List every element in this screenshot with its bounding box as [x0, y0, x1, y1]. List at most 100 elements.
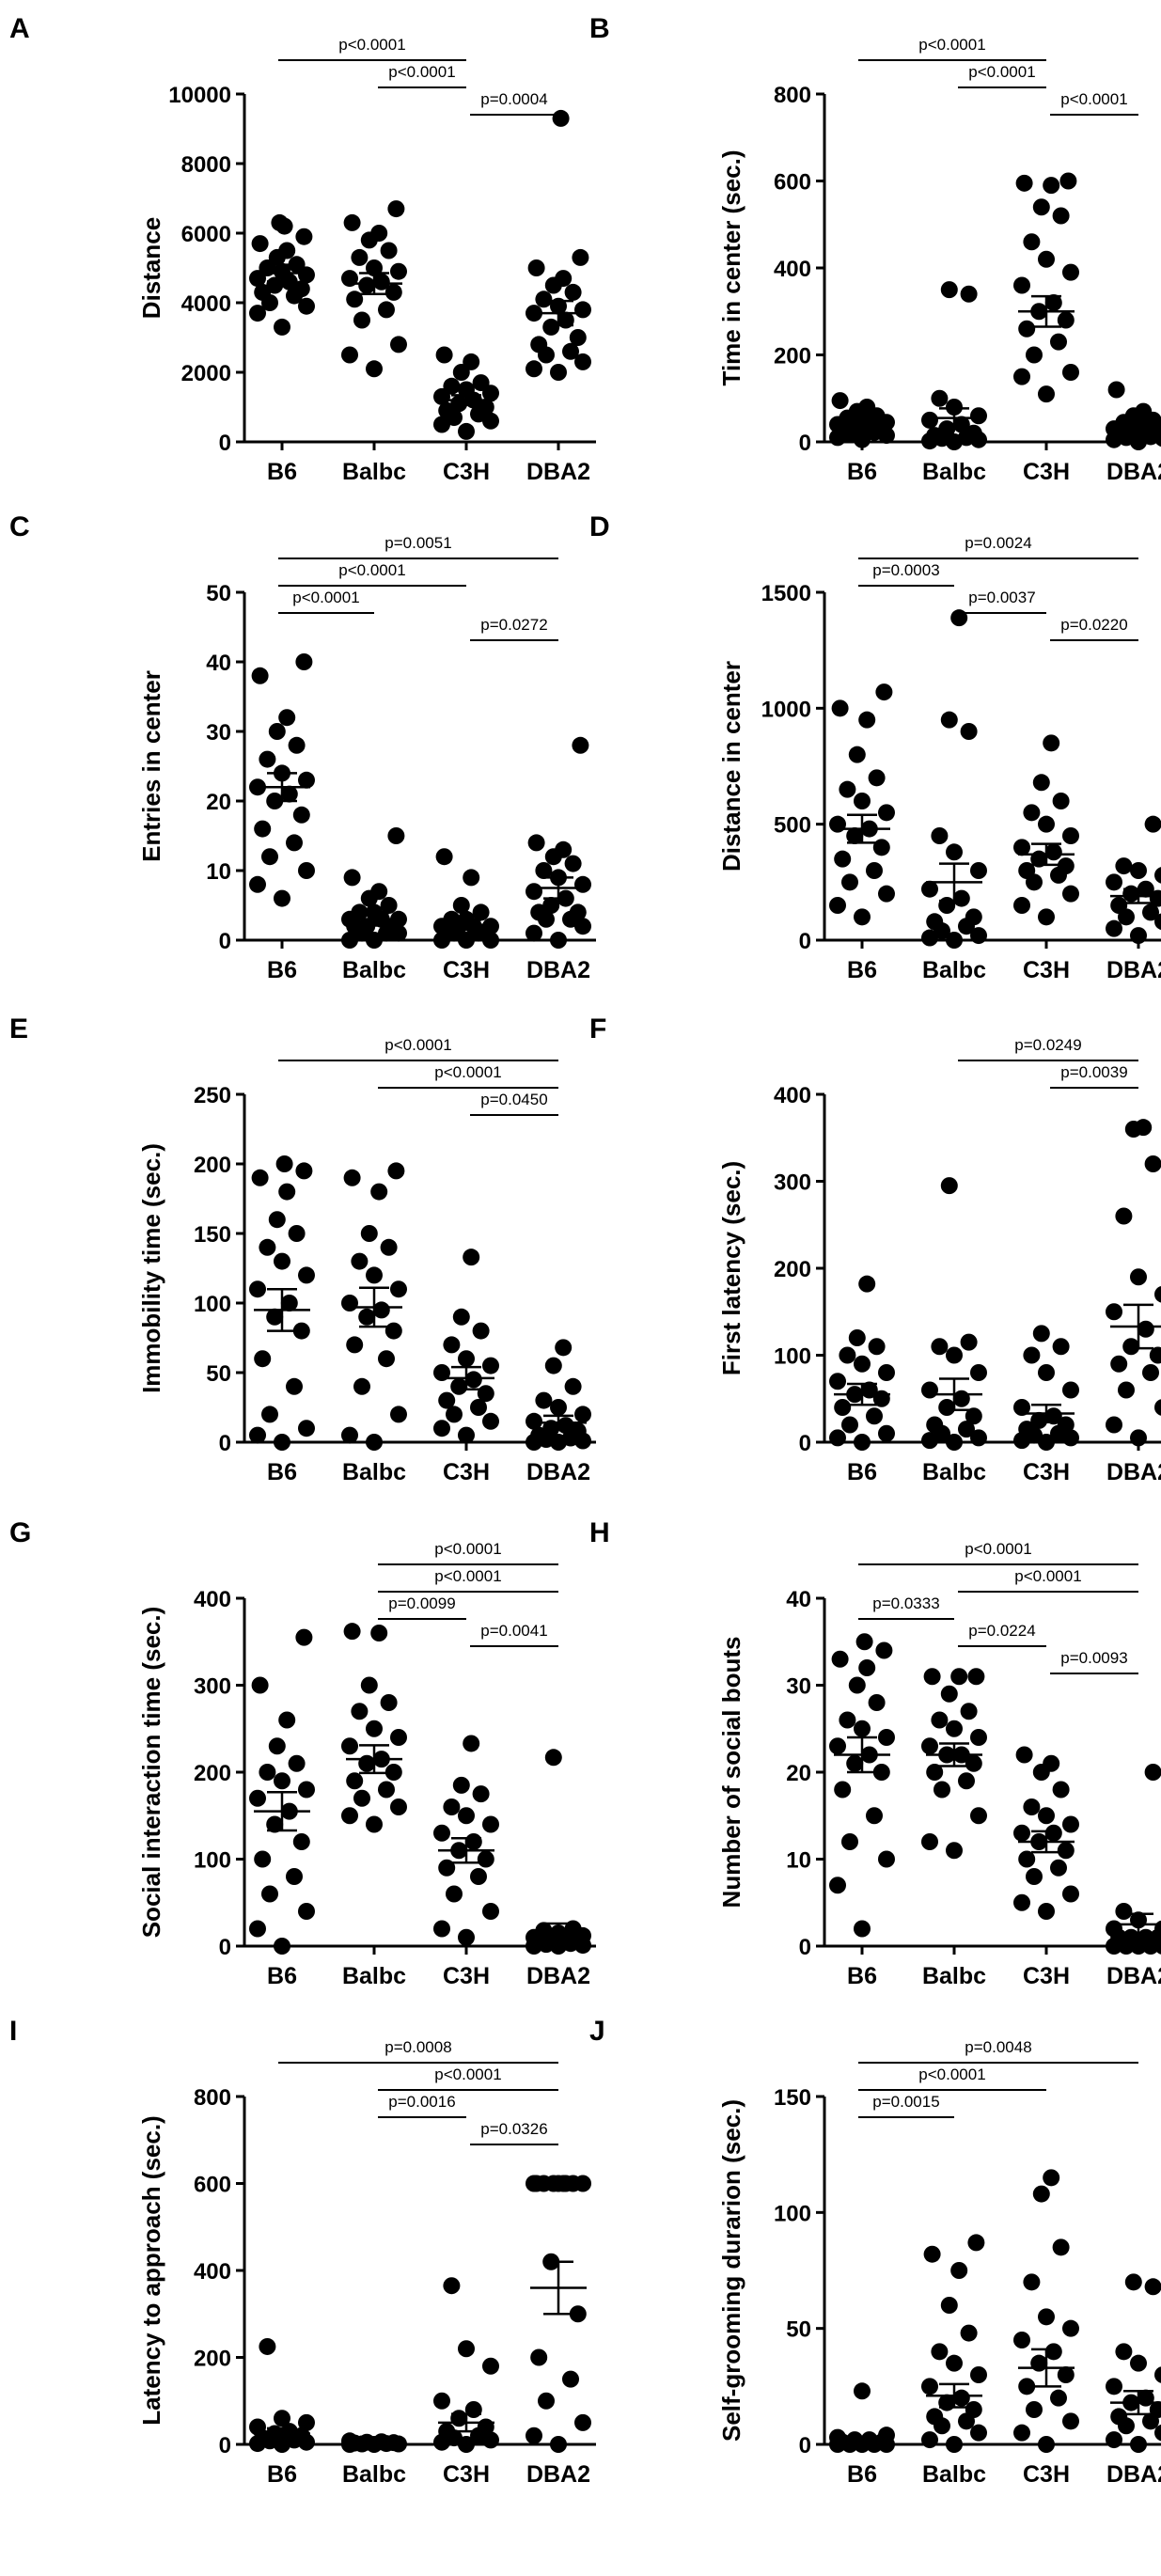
data-point	[351, 1252, 369, 1270]
data-point	[868, 1338, 886, 1356]
data-point	[261, 1406, 278, 1423]
y-axis-title: Distance	[137, 217, 165, 319]
y-tick-label: 0	[219, 929, 231, 954]
data-point	[266, 1308, 284, 1326]
data-point	[477, 1850, 494, 1868]
data-point	[458, 2340, 475, 2358]
data-point	[1062, 364, 1079, 381]
significance-label: p<0.0001	[388, 63, 455, 81]
y-tick-label: 6000	[181, 222, 231, 247]
data-point	[1062, 263, 1079, 281]
data-point	[831, 1650, 849, 1668]
data-point	[1052, 2238, 1070, 2256]
data-point	[372, 1301, 390, 1319]
x-tick-label: DBA2	[1106, 1963, 1161, 1989]
significance-label: p=0.0015	[872, 2093, 939, 2111]
significance-label: p<0.0001	[434, 1540, 501, 1558]
data-point	[829, 815, 846, 833]
data-point	[1013, 1893, 1030, 1911]
data-point	[1057, 1416, 1075, 1434]
data-point	[848, 1329, 866, 1346]
x-tick-label: DBA2	[526, 1459, 590, 1485]
significance-label: p=0.0016	[388, 2093, 455, 2111]
data-point	[970, 1729, 987, 1746]
data-point	[1032, 1325, 1050, 1343]
data-point	[526, 883, 542, 901]
data-point	[278, 242, 296, 259]
data-point	[564, 855, 582, 872]
data-point	[249, 1789, 266, 1807]
data-point	[1052, 793, 1070, 809]
x-tick-label: C3H	[443, 1963, 490, 1989]
data-point	[286, 1868, 303, 1885]
y-axis-title: Latency to approach (sec.)	[137, 2115, 165, 2425]
data-point	[458, 381, 475, 399]
data-point	[952, 416, 970, 433]
data-point	[938, 897, 956, 914]
y-tick-label: 1000	[761, 697, 811, 722]
data-point	[298, 1781, 315, 1798]
data-point	[274, 1938, 290, 1955]
panel-I: I 0 200 400 600 800 Latency to approach (sec.)…	[9, 2016, 596, 2488]
data-point	[259, 1238, 276, 1256]
data-point	[967, 1668, 985, 1686]
data-point	[878, 804, 895, 822]
significance-label: p<0.0001	[338, 561, 405, 579]
data-point	[249, 1920, 266, 1938]
data-point	[259, 2337, 276, 2355]
data-point	[370, 1183, 388, 1201]
data-point	[970, 1429, 987, 1447]
data-point	[970, 927, 987, 945]
data-point	[251, 1169, 269, 1186]
data-point	[446, 1406, 463, 1423]
data-point	[341, 1426, 358, 1444]
data-point	[839, 780, 856, 798]
data-point	[1106, 873, 1122, 891]
data-point	[1038, 2436, 1055, 2453]
data-point	[452, 897, 470, 914]
data-point	[552, 109, 570, 127]
data-point	[346, 291, 364, 308]
data-point	[855, 1633, 873, 1651]
data-point	[1013, 897, 1030, 914]
data-point	[868, 1694, 886, 1711]
data-point	[1135, 1119, 1153, 1137]
x-tick-label: Balbc	[342, 957, 406, 983]
data-point	[274, 1772, 290, 1790]
significance-label: p<0.0001	[968, 63, 1035, 81]
data-point	[249, 1280, 266, 1298]
data-point	[458, 1426, 475, 1444]
data-point	[544, 1357, 562, 1374]
data-point	[370, 1625, 388, 1641]
significance-label: p<0.0001	[338, 36, 405, 54]
data-point	[960, 1333, 978, 1351]
data-point	[1057, 857, 1075, 875]
x-tick-label: Balbc	[342, 1963, 406, 1989]
data-point	[366, 360, 383, 378]
data-point	[841, 1416, 858, 1434]
significance-label: p=0.0224	[968, 1622, 1035, 1640]
data-point	[1130, 862, 1147, 879]
data-point	[1135, 402, 1153, 420]
data-point	[829, 2428, 846, 2446]
data-point	[295, 1628, 313, 1646]
significance-label: p=0.0004	[480, 90, 547, 108]
data-point	[268, 1211, 286, 1229]
data-point	[343, 213, 361, 231]
y-tick-label: 0	[219, 1935, 231, 1960]
data-point	[878, 1850, 895, 1868]
data-point	[288, 1754, 306, 1772]
data-point	[526, 360, 542, 378]
data-point	[878, 2427, 895, 2444]
y-tick-label: 300	[774, 1170, 811, 1196]
panel-J: J 0 50 100 150 Self-grooming durarion (sec.) B…	[589, 2016, 1161, 2488]
data-point	[544, 1749, 562, 1767]
y-tick-label: 600	[194, 2173, 231, 2198]
data-point	[1038, 2308, 1055, 2326]
x-tick-label: B6	[847, 1459, 877, 1485]
data-point	[280, 785, 298, 803]
data-point	[550, 2436, 567, 2453]
data-point	[542, 897, 560, 914]
data-point	[292, 1322, 310, 1340]
